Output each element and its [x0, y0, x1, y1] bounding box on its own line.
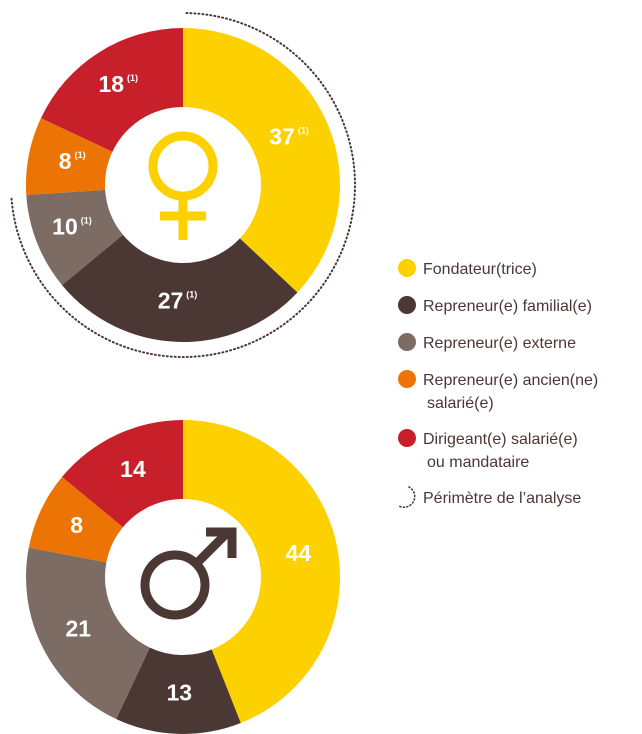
slice	[183, 28, 340, 293]
legend-label: Périmètre de l’analyse	[423, 490, 581, 507]
value-label: 13	[167, 680, 193, 706]
legend-swatch	[398, 259, 416, 277]
slice	[28, 476, 123, 563]
legend-label: Repreneur(e) externe	[423, 335, 576, 352]
value-label: 27	[158, 288, 184, 314]
footnote-marker: (1)	[75, 150, 86, 160]
slice	[183, 420, 340, 723]
value-label: 10	[52, 213, 78, 239]
value-label: 14	[120, 456, 146, 482]
donut: 37 (1)27 (1)10 (1)8 (1)18 (1)	[10, 12, 356, 358]
legend-swatch	[398, 333, 416, 351]
legend-swatch	[398, 370, 416, 388]
legend-swatch	[398, 296, 416, 314]
slice	[25, 547, 150, 720]
value-label: 8	[59, 148, 72, 174]
perimeter-arc	[10, 12, 356, 358]
donut: 44 13 21 8 14	[25, 420, 340, 734]
value-label: 21	[66, 615, 92, 641]
legend-perimeter-icon	[398, 486, 416, 509]
slice	[62, 234, 298, 343]
footnote-marker: (1)	[298, 125, 309, 135]
legend: Fondateur(trice) Repreneur(e) familial(e)…	[398, 259, 598, 509]
value-label: 18	[98, 71, 124, 97]
footnote-marker: (1)	[127, 73, 138, 83]
value-label: 44	[286, 540, 312, 566]
legend-label: Dirigeant(e) salarié(e) ou mandataire	[423, 431, 578, 471]
slice	[26, 189, 123, 286]
female-symbol	[148, 131, 218, 240]
legend-label: Fondateur(trice)	[423, 261, 537, 278]
legend-label: Repreneur(e) ancien(ne) salarié(e)	[423, 372, 598, 412]
footnote-marker: (1)	[186, 289, 197, 299]
footnote-marker: (1)	[81, 215, 92, 225]
male-symbol	[140, 527, 237, 620]
slice	[116, 647, 241, 734]
value-label: 37	[269, 123, 295, 149]
slice	[62, 420, 184, 528]
slice	[25, 118, 113, 195]
slice	[40, 28, 183, 152]
value-label: 8	[70, 512, 83, 538]
legend-label: Repreneur(e) familial(e)	[423, 298, 592, 315]
legend-swatch	[398, 429, 416, 447]
